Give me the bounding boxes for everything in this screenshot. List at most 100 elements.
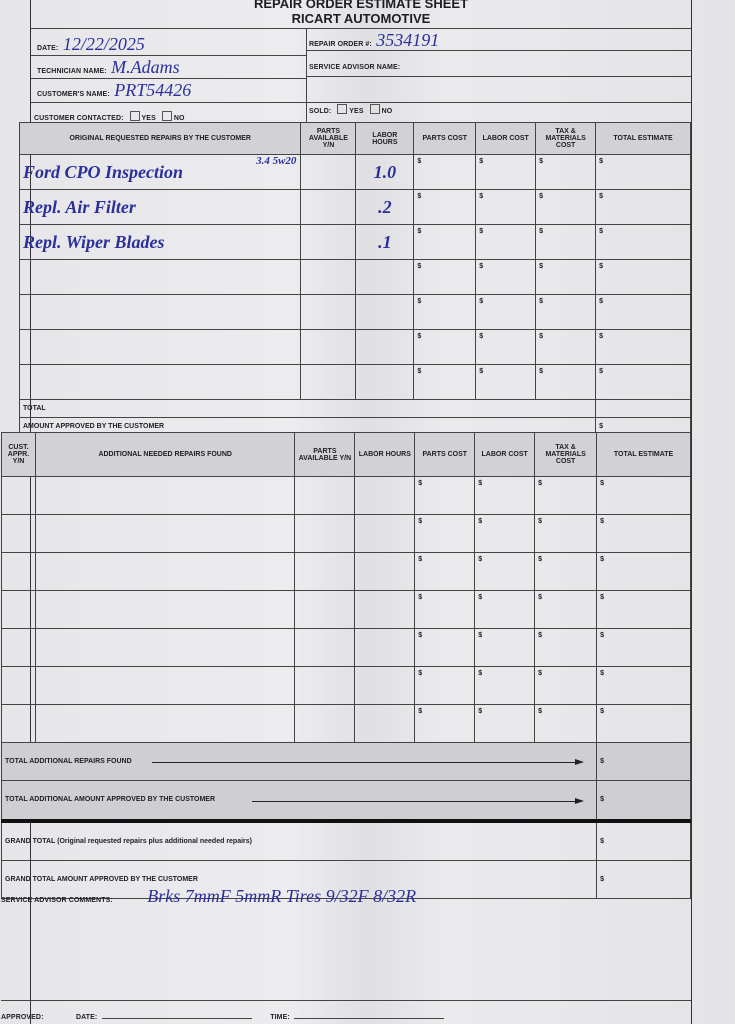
tax-materials-cell[interactable]: $ [534, 704, 598, 743]
contacted-yes-checkbox[interactable] [129, 110, 140, 121]
labor-hours-cell[interactable] [355, 294, 415, 330]
parts-cost-cell[interactable]: $ [413, 224, 477, 260]
tax-materials-cell[interactable]: $ [535, 294, 597, 330]
repair-description-cell[interactable] [18, 364, 302, 400]
parts-cost-cell[interactable]: $ [414, 666, 476, 705]
total-estimate-cell[interactable]: $ [595, 364, 691, 400]
footer-date-field[interactable] [101, 1018, 252, 1019]
parts-available-cell[interactable] [294, 666, 356, 705]
parts-available-cell[interactable] [300, 329, 357, 365]
repair-description-cell[interactable] [18, 259, 302, 295]
labor-cost-cell[interactable]: $ [475, 224, 537, 260]
total-estimate-cell[interactable]: $ [596, 628, 691, 667]
total-estimate-cell[interactable]: $ [596, 666, 691, 705]
tax-materials-cell[interactable]: $ [535, 259, 597, 295]
cust-approved-cell[interactable] [1, 666, 36, 705]
labor-cost-cell[interactable]: $ [475, 329, 537, 365]
parts-cost-cell[interactable]: $ [414, 476, 476, 515]
grand-approved-value[interactable]: $ [596, 860, 691, 899]
sold-no-checkbox[interactable] [369, 103, 380, 114]
additional-repair-cell[interactable] [34, 476, 296, 515]
labor-hours-cell[interactable]: .1 [355, 224, 415, 260]
repair-description-cell[interactable] [18, 294, 302, 330]
parts-available-cell[interactable] [294, 514, 356, 553]
tax-materials-cell[interactable]: $ [534, 476, 598, 515]
total-estimate-cell[interactable]: $ [596, 590, 691, 629]
additional-repair-cell[interactable] [34, 704, 296, 743]
parts-cost-cell[interactable]: $ [414, 590, 476, 629]
labor-cost-cell[interactable]: $ [475, 364, 537, 400]
date-value[interactable]: 12/22/2025 [62, 34, 145, 54]
tax-materials-cell[interactable]: $ [534, 590, 598, 629]
additional-repair-cell[interactable] [34, 666, 296, 705]
total-estimate-cell[interactable]: $ [596, 704, 691, 743]
labor-cost-cell[interactable]: $ [475, 189, 537, 225]
parts-available-cell[interactable] [294, 704, 356, 743]
technician-value[interactable]: M.Adams [111, 57, 180, 77]
total-estimate-cell[interactable]: $ [595, 189, 691, 225]
labor-cost-cell[interactable]: $ [474, 590, 536, 629]
parts-available-cell[interactable] [300, 294, 357, 330]
parts-available-cell[interactable] [294, 552, 356, 591]
tax-materials-cell[interactable]: $ [534, 628, 598, 667]
tax-materials-cell[interactable]: $ [535, 329, 597, 365]
labor-hours-cell[interactable] [354, 704, 416, 743]
tax-materials-cell[interactable]: $ [534, 514, 598, 553]
contacted-no-checkbox[interactable] [161, 110, 172, 121]
labor-hours-cell[interactable] [354, 476, 416, 515]
total-value[interactable] [595, 399, 691, 418]
cust-approved-cell[interactable] [1, 704, 36, 743]
labor-hours-cell[interactable]: 1.0 [355, 154, 415, 190]
labor-hours-cell[interactable] [355, 259, 415, 295]
additional-repair-cell[interactable] [34, 514, 296, 553]
tax-materials-cell[interactable]: $ [534, 666, 598, 705]
total-additional-found-value[interactable]: $ [596, 742, 691, 781]
cust-approved-cell[interactable] [1, 514, 36, 553]
labor-hours-cell[interactable]: .2 [355, 189, 415, 225]
total-estimate-cell[interactable]: $ [595, 224, 691, 260]
total-estimate-cell[interactable]: $ [595, 294, 691, 330]
tax-materials-cell[interactable]: $ [535, 224, 597, 260]
parts-available-cell[interactable] [294, 590, 356, 629]
labor-cost-cell[interactable]: $ [474, 666, 536, 705]
parts-available-cell[interactable] [300, 224, 357, 260]
comments-value[interactable]: Brks 7mmF 5mmR Tires 9/32F 8/32R [147, 886, 417, 906]
total-estimate-cell[interactable]: $ [596, 552, 691, 591]
parts-cost-cell[interactable]: $ [413, 294, 477, 330]
parts-cost-cell[interactable]: $ [413, 189, 477, 225]
cust-approved-cell[interactable] [1, 590, 36, 629]
labor-cost-cell[interactable]: $ [475, 294, 537, 330]
repair-description-cell[interactable] [18, 329, 302, 365]
customer-value[interactable]: PRT54426 [114, 80, 192, 100]
parts-cost-cell[interactable]: $ [414, 704, 476, 743]
repair-description-cell[interactable]: Ford CPO Inspection 3.4 5w20 [18, 154, 302, 190]
parts-cost-cell[interactable]: $ [413, 329, 477, 365]
labor-cost-cell[interactable]: $ [475, 154, 537, 190]
total-estimate-cell[interactable]: $ [596, 476, 691, 515]
labor-hours-cell[interactable] [355, 329, 415, 365]
repair-description-cell[interactable]: Repl. Air Filter [18, 189, 302, 225]
labor-cost-cell[interactable]: $ [474, 628, 536, 667]
labor-cost-cell[interactable]: $ [474, 514, 536, 553]
total-estimate-cell[interactable]: $ [596, 514, 691, 553]
parts-available-cell[interactable] [300, 364, 357, 400]
parts-available-cell[interactable] [300, 259, 357, 295]
labor-cost-cell[interactable]: $ [474, 552, 536, 591]
parts-cost-cell[interactable]: $ [413, 259, 477, 295]
labor-cost-cell[interactable]: $ [475, 259, 537, 295]
labor-hours-cell[interactable] [355, 364, 415, 400]
parts-cost-cell[interactable]: $ [414, 552, 476, 591]
tax-materials-cell[interactable]: $ [535, 154, 597, 190]
total-estimate-cell[interactable]: $ [595, 154, 691, 190]
labor-hours-cell[interactable] [354, 552, 416, 591]
labor-hours-cell[interactable] [354, 514, 416, 553]
cust-approved-cell[interactable] [1, 476, 36, 515]
parts-cost-cell[interactable]: $ [413, 364, 477, 400]
labor-cost-cell[interactable]: $ [474, 476, 536, 515]
parts-available-cell[interactable] [294, 628, 356, 667]
additional-repair-cell[interactable] [34, 590, 296, 629]
total-estimate-cell[interactable]: $ [595, 329, 691, 365]
tax-materials-cell[interactable]: $ [535, 189, 597, 225]
tax-materials-cell[interactable]: $ [534, 552, 598, 591]
parts-available-cell[interactable] [294, 476, 356, 515]
